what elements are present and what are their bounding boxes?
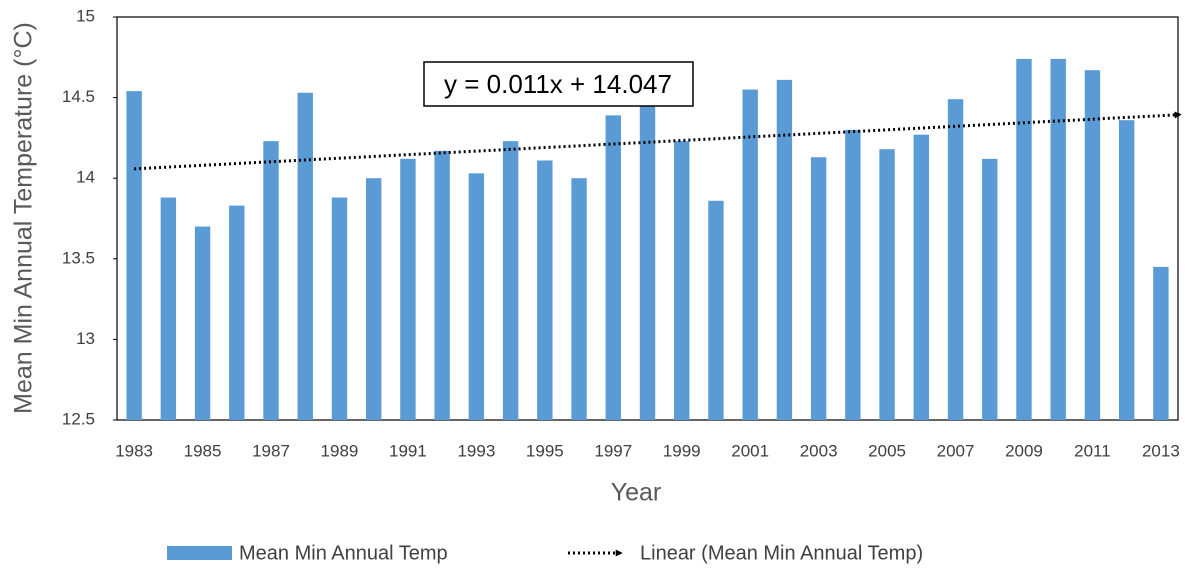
bar	[913, 134, 930, 420]
bar	[365, 178, 382, 420]
x-tick-label: 1991	[389, 441, 427, 460]
bar	[742, 89, 758, 420]
bar	[1050, 58, 1066, 421]
bar	[639, 105, 656, 420]
bar	[674, 141, 690, 420]
bar	[160, 197, 177, 420]
x-axis-title: Year	[611, 479, 662, 507]
bar	[229, 205, 245, 420]
y-tick-label: 15	[76, 6, 95, 25]
x-tick-label: 1993	[457, 441, 495, 460]
bar	[947, 99, 964, 420]
legend-label: Mean Min Annual Temp	[239, 542, 448, 564]
bar	[537, 160, 553, 420]
bar	[400, 158, 416, 420]
bar	[126, 91, 142, 420]
x-tick-label: 1995	[526, 441, 564, 460]
equation-box	[423, 61, 694, 107]
bar	[331, 197, 348, 420]
x-tick-label: 1987	[252, 441, 290, 460]
trendline-equation: y = 0.011x + 14.047	[444, 69, 672, 99]
x-tick-label: 2005	[868, 441, 906, 460]
x-tick-label: 2009	[1005, 441, 1043, 460]
bar	[468, 173, 485, 420]
bar	[879, 149, 895, 420]
bar	[1118, 120, 1135, 420]
x-tick-label: 2011	[1074, 441, 1111, 460]
y-tick-label: 13	[76, 329, 95, 348]
bar	[194, 226, 211, 420]
y-axis-title: Mean Min Annual Temperature (°C)	[10, 22, 38, 414]
legend-swatch	[167, 546, 232, 560]
legend-label: Linear (Mean Min Annual Temp)	[640, 542, 923, 564]
y-tick-label: 14	[76, 168, 95, 187]
bar	[263, 141, 279, 420]
bar	[1153, 266, 1169, 420]
bar	[776, 79, 793, 421]
x-tick-label: 2007	[937, 441, 975, 460]
y-tick-label: 13.5	[62, 248, 95, 267]
bar	[502, 141, 519, 420]
y-tick-label: 12.5	[62, 409, 95, 428]
bar	[1084, 70, 1101, 421]
bar	[297, 92, 313, 420]
bar	[1016, 58, 1032, 421]
bar	[810, 157, 827, 420]
bar	[605, 115, 621, 420]
x-tick-label: 2003	[800, 441, 838, 460]
x-tick-label: 1983	[115, 441, 153, 460]
x-tick-label: 1985	[184, 441, 222, 460]
bar	[434, 150, 450, 420]
x-tick-label: 2013	[1142, 441, 1180, 460]
x-tick-label: 1999	[663, 441, 701, 460]
y-tick-label: 14.5	[62, 87, 95, 106]
x-tick-label: 2001	[731, 441, 769, 460]
bar	[571, 178, 587, 420]
bar	[708, 200, 724, 420]
bar	[845, 129, 861, 420]
bar	[982, 158, 998, 420]
x-tick-label: 1989	[321, 441, 359, 460]
x-tick-label: 1997	[594, 441, 632, 460]
